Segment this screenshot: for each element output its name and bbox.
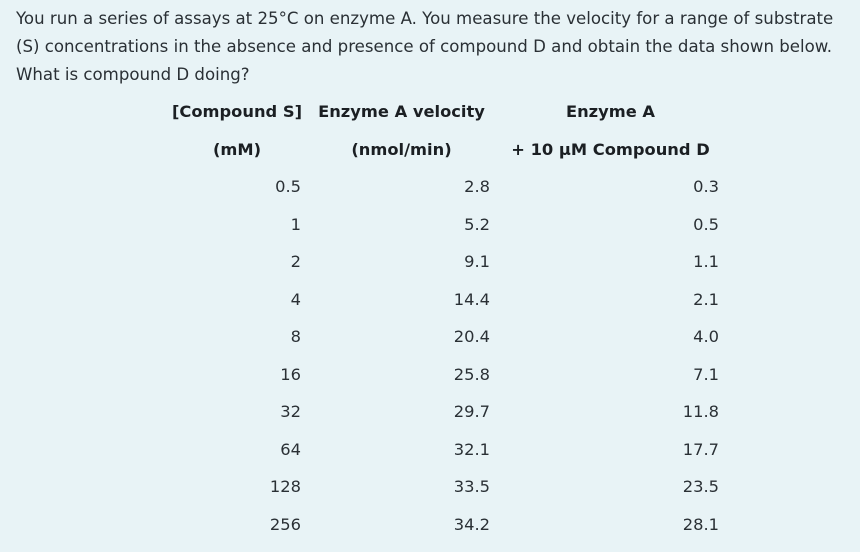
cell-velocity: 14.4 <box>453 289 490 309</box>
cell-substrate: 32 <box>280 402 301 422</box>
header-units-mm: (mM) <box>212 139 262 159</box>
cell-substrate: 64 <box>280 439 301 459</box>
cell-velocity: 25.8 <box>453 364 490 384</box>
cell-velocity-inhibited: 11.8 <box>682 402 719 422</box>
cell-velocity-inhibited: 1.1 <box>693 252 719 272</box>
cell-substrate: 256 <box>269 514 301 534</box>
cell-velocity: 5.2 <box>464 214 490 234</box>
header-units-row: (mM) (nmol/min) + 10 µM Compound D <box>167 131 725 169</box>
kinetics-data-table: [Compound S] Enzyme A velocity Enzyme A … <box>167 93 725 543</box>
cell-substrate: 1 <box>290 214 301 234</box>
table-row: 64 32.1 17.7 <box>167 431 725 469</box>
cell-velocity-inhibited: 4.0 <box>693 327 719 347</box>
table-row: 4 14.4 2.1 <box>167 281 725 319</box>
table-row: 16 25.8 7.1 <box>167 356 725 394</box>
cell-velocity: 20.4 <box>453 327 490 347</box>
cell-velocity: 33.5 <box>453 477 490 497</box>
cell-velocity: 9.1 <box>464 252 490 272</box>
cell-velocity: 2.8 <box>464 177 490 197</box>
table-row: 8 20.4 4.0 <box>167 318 725 356</box>
cell-velocity-inhibited: 17.7 <box>682 439 719 459</box>
cell-substrate: 2 <box>290 252 301 272</box>
table-row: 128 33.5 23.5 <box>167 468 725 506</box>
cell-velocity-inhibited: 0.5 <box>693 214 719 234</box>
table-row: 0.5 2.8 0.3 <box>167 168 725 206</box>
header-compound-s: [Compound S] <box>171 102 303 122</box>
header-enzyme-a: Enzyme A <box>565 102 656 122</box>
cell-substrate: 128 <box>269 477 301 497</box>
cell-substrate: 8 <box>290 327 301 347</box>
cell-substrate: 0.5 <box>275 177 301 197</box>
table-row: 2 9.1 1.1 <box>167 243 725 281</box>
cell-velocity: 29.7 <box>453 402 490 422</box>
header-enzyme-velocity: Enzyme A velocity <box>318 102 485 122</box>
cell-velocity: 34.2 <box>453 514 490 534</box>
table-row: 32 29.7 11.8 <box>167 393 725 431</box>
table-row: 1 5.2 0.5 <box>167 206 725 244</box>
cell-substrate: 4 <box>290 289 301 309</box>
cell-velocity: 32.1 <box>453 439 490 459</box>
header-units-nmol-min: (nmol/min) <box>351 139 452 159</box>
cell-velocity-inhibited: 2.1 <box>693 289 719 309</box>
header-compound-d: + 10 µM Compound D <box>511 139 710 159</box>
cell-velocity-inhibited: 23.5 <box>682 477 719 497</box>
cell-velocity-inhibited: 28.1 <box>682 514 719 534</box>
cell-velocity-inhibited: 7.1 <box>693 364 719 384</box>
cell-velocity-inhibited: 0.3 <box>693 177 719 197</box>
cell-substrate: 16 <box>280 364 301 384</box>
header-row: [Compound S] Enzyme A velocity Enzyme A <box>167 93 725 131</box>
table-row: 256 34.2 28.1 <box>167 506 725 544</box>
question-text: You run a series of assays at 25°C on en… <box>16 9 834 84</box>
